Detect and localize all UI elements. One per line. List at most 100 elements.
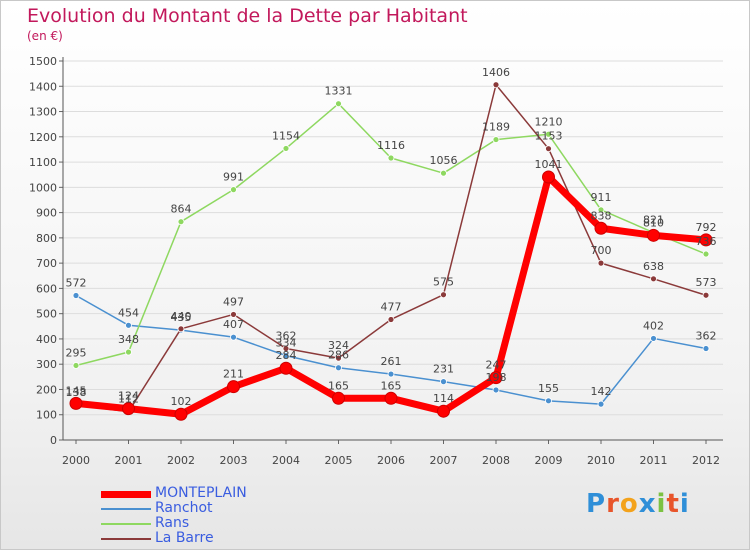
legend-label-la-barre: La Barre (155, 530, 214, 546)
data-point-la-barre (545, 145, 552, 153)
axes: 0 100 200 300 400 500 600 700 800 900 1000 1100 1200… (29, 55, 723, 467)
data-point-ranchot (545, 397, 552, 405)
data-label-rans: 991 (223, 171, 244, 184)
data-point-la-barre (492, 81, 500, 89)
data-point-ranchot (230, 333, 237, 341)
data-point-monteplain (437, 404, 450, 418)
y-tick-label: 300 (36, 358, 57, 371)
data-label-monteplain: 838 (591, 209, 612, 222)
data-point-ranchot (335, 364, 342, 372)
legend-swatch-monteplain (101, 490, 151, 498)
data-label-rans: 1210 (535, 115, 563, 128)
data-point-la-barre (230, 311, 237, 318)
data-label-monteplain: 124 (118, 390, 139, 403)
data-point-ranchot (650, 335, 657, 342)
data-label-rans: 864 (171, 203, 192, 216)
data-label-ranchot: 198 (486, 371, 507, 384)
data-label-rans: 1331 (325, 85, 353, 98)
data-label-ranchot: 155 (538, 382, 559, 395)
data-point-ranchot (125, 321, 132, 329)
data-point-monteplain (122, 402, 135, 416)
y-tick-label: 600 (36, 282, 57, 295)
y-tick-label: 0 (50, 434, 57, 447)
data-label-rans: 736 (696, 235, 717, 248)
x-tick-label: 2012 (692, 454, 720, 467)
data-labels-group: 145 124 102 211 284 165 165 114 247 1041 838 810 792… (66, 66, 717, 408)
data-point-rans (440, 169, 447, 177)
x-tick-label: 2003 (220, 454, 248, 467)
data-point-ranchot (72, 292, 80, 299)
x-tick-label: 2005 (325, 454, 353, 467)
data-label-ranchot: 142 (591, 385, 612, 398)
data-label-monteplain: 792 (696, 221, 717, 234)
y-tick-label: 100 (36, 409, 57, 422)
data-label-la-barre: 497 (223, 295, 244, 308)
x-tick-label: 2004 (272, 454, 300, 467)
legend-label-monteplain: MONTEPLAIN (155, 485, 247, 501)
data-point-rans (702, 250, 710, 258)
y-tick-label: 1200 (29, 131, 57, 144)
data-label-rans: 1056 (430, 154, 458, 167)
data-label-ranchot: 261 (381, 355, 402, 368)
y-tick-label: 1000 (29, 181, 57, 194)
data-label-monteplain: 114 (433, 392, 454, 405)
logo-letter: t (666, 489, 680, 519)
data-label-monteplain: 1041 (535, 158, 563, 171)
logo-letter: x (638, 489, 657, 519)
data-point-ranchot (597, 400, 605, 408)
data-point-rans (282, 145, 290, 152)
data-label-rans: 348 (118, 333, 139, 346)
legend-label-ranchot: Ranchot (155, 500, 213, 516)
y-tick-label: 1300 (29, 106, 57, 119)
data-label-la-barre: 138 (66, 386, 87, 399)
data-point-monteplain (594, 221, 608, 235)
data-label-monteplain: 247 (486, 359, 507, 372)
data-point-rans (335, 100, 342, 108)
series-group (69, 81, 713, 421)
data-label-rans: 821 (643, 214, 664, 227)
legend-label-rans: Rans (155, 515, 190, 531)
data-label-ranchot: 402 (643, 319, 664, 332)
data-point-la-barre (702, 291, 710, 299)
data-point-la-barre (440, 291, 447, 299)
data-label-la-barre: 362 (276, 330, 297, 343)
data-label-ranchot: 362 (696, 330, 717, 343)
chart-subtitle: (en €) (27, 29, 63, 43)
data-point-la-barre (650, 275, 657, 283)
x-tick-label: 2009 (535, 454, 563, 467)
x-tick-label: 2000 (62, 454, 90, 467)
data-label-monteplain: 284 (276, 349, 297, 362)
data-label-monteplain: 145 (66, 384, 87, 397)
y-tick-label: 1500 (29, 55, 57, 68)
data-label-ranchot: 286 (328, 349, 349, 362)
data-point-monteplain (542, 170, 555, 184)
data-label-la-barre: 440 (171, 310, 192, 323)
data-label-la-barre: 477 (381, 300, 402, 313)
data-point-la-barre (597, 259, 605, 267)
data-label-ranchot: 231 (433, 363, 454, 376)
y-tick-label: 700 (36, 257, 57, 270)
x-tick-label: 2007 (430, 454, 458, 467)
data-label-la-barre: 700 (591, 244, 612, 257)
x-tick-label: 2006 (377, 454, 405, 467)
data-point-rans (177, 218, 185, 226)
legend-swatch-la-barre (101, 538, 151, 540)
data-label-monteplain: 165 (328, 379, 349, 392)
data-point-rans (492, 136, 500, 143)
data-label-la-barre: 1153 (535, 130, 563, 143)
data-point-rans (72, 362, 80, 369)
x-tick-label: 2011 (640, 454, 668, 467)
logo-letter: i (656, 489, 667, 519)
data-point-monteplain (332, 391, 345, 405)
data-label-rans: 295 (66, 346, 87, 359)
data-label-ranchot: 407 (223, 318, 244, 331)
data-label-rans: 1189 (482, 121, 510, 134)
data-label-ranchot: 572 (66, 276, 87, 289)
data-point-rans (545, 130, 552, 138)
data-point-ranchot (440, 378, 447, 386)
data-point-monteplain (647, 228, 660, 242)
data-point-la-barre (282, 345, 290, 352)
data-point-ranchot (492, 386, 500, 394)
